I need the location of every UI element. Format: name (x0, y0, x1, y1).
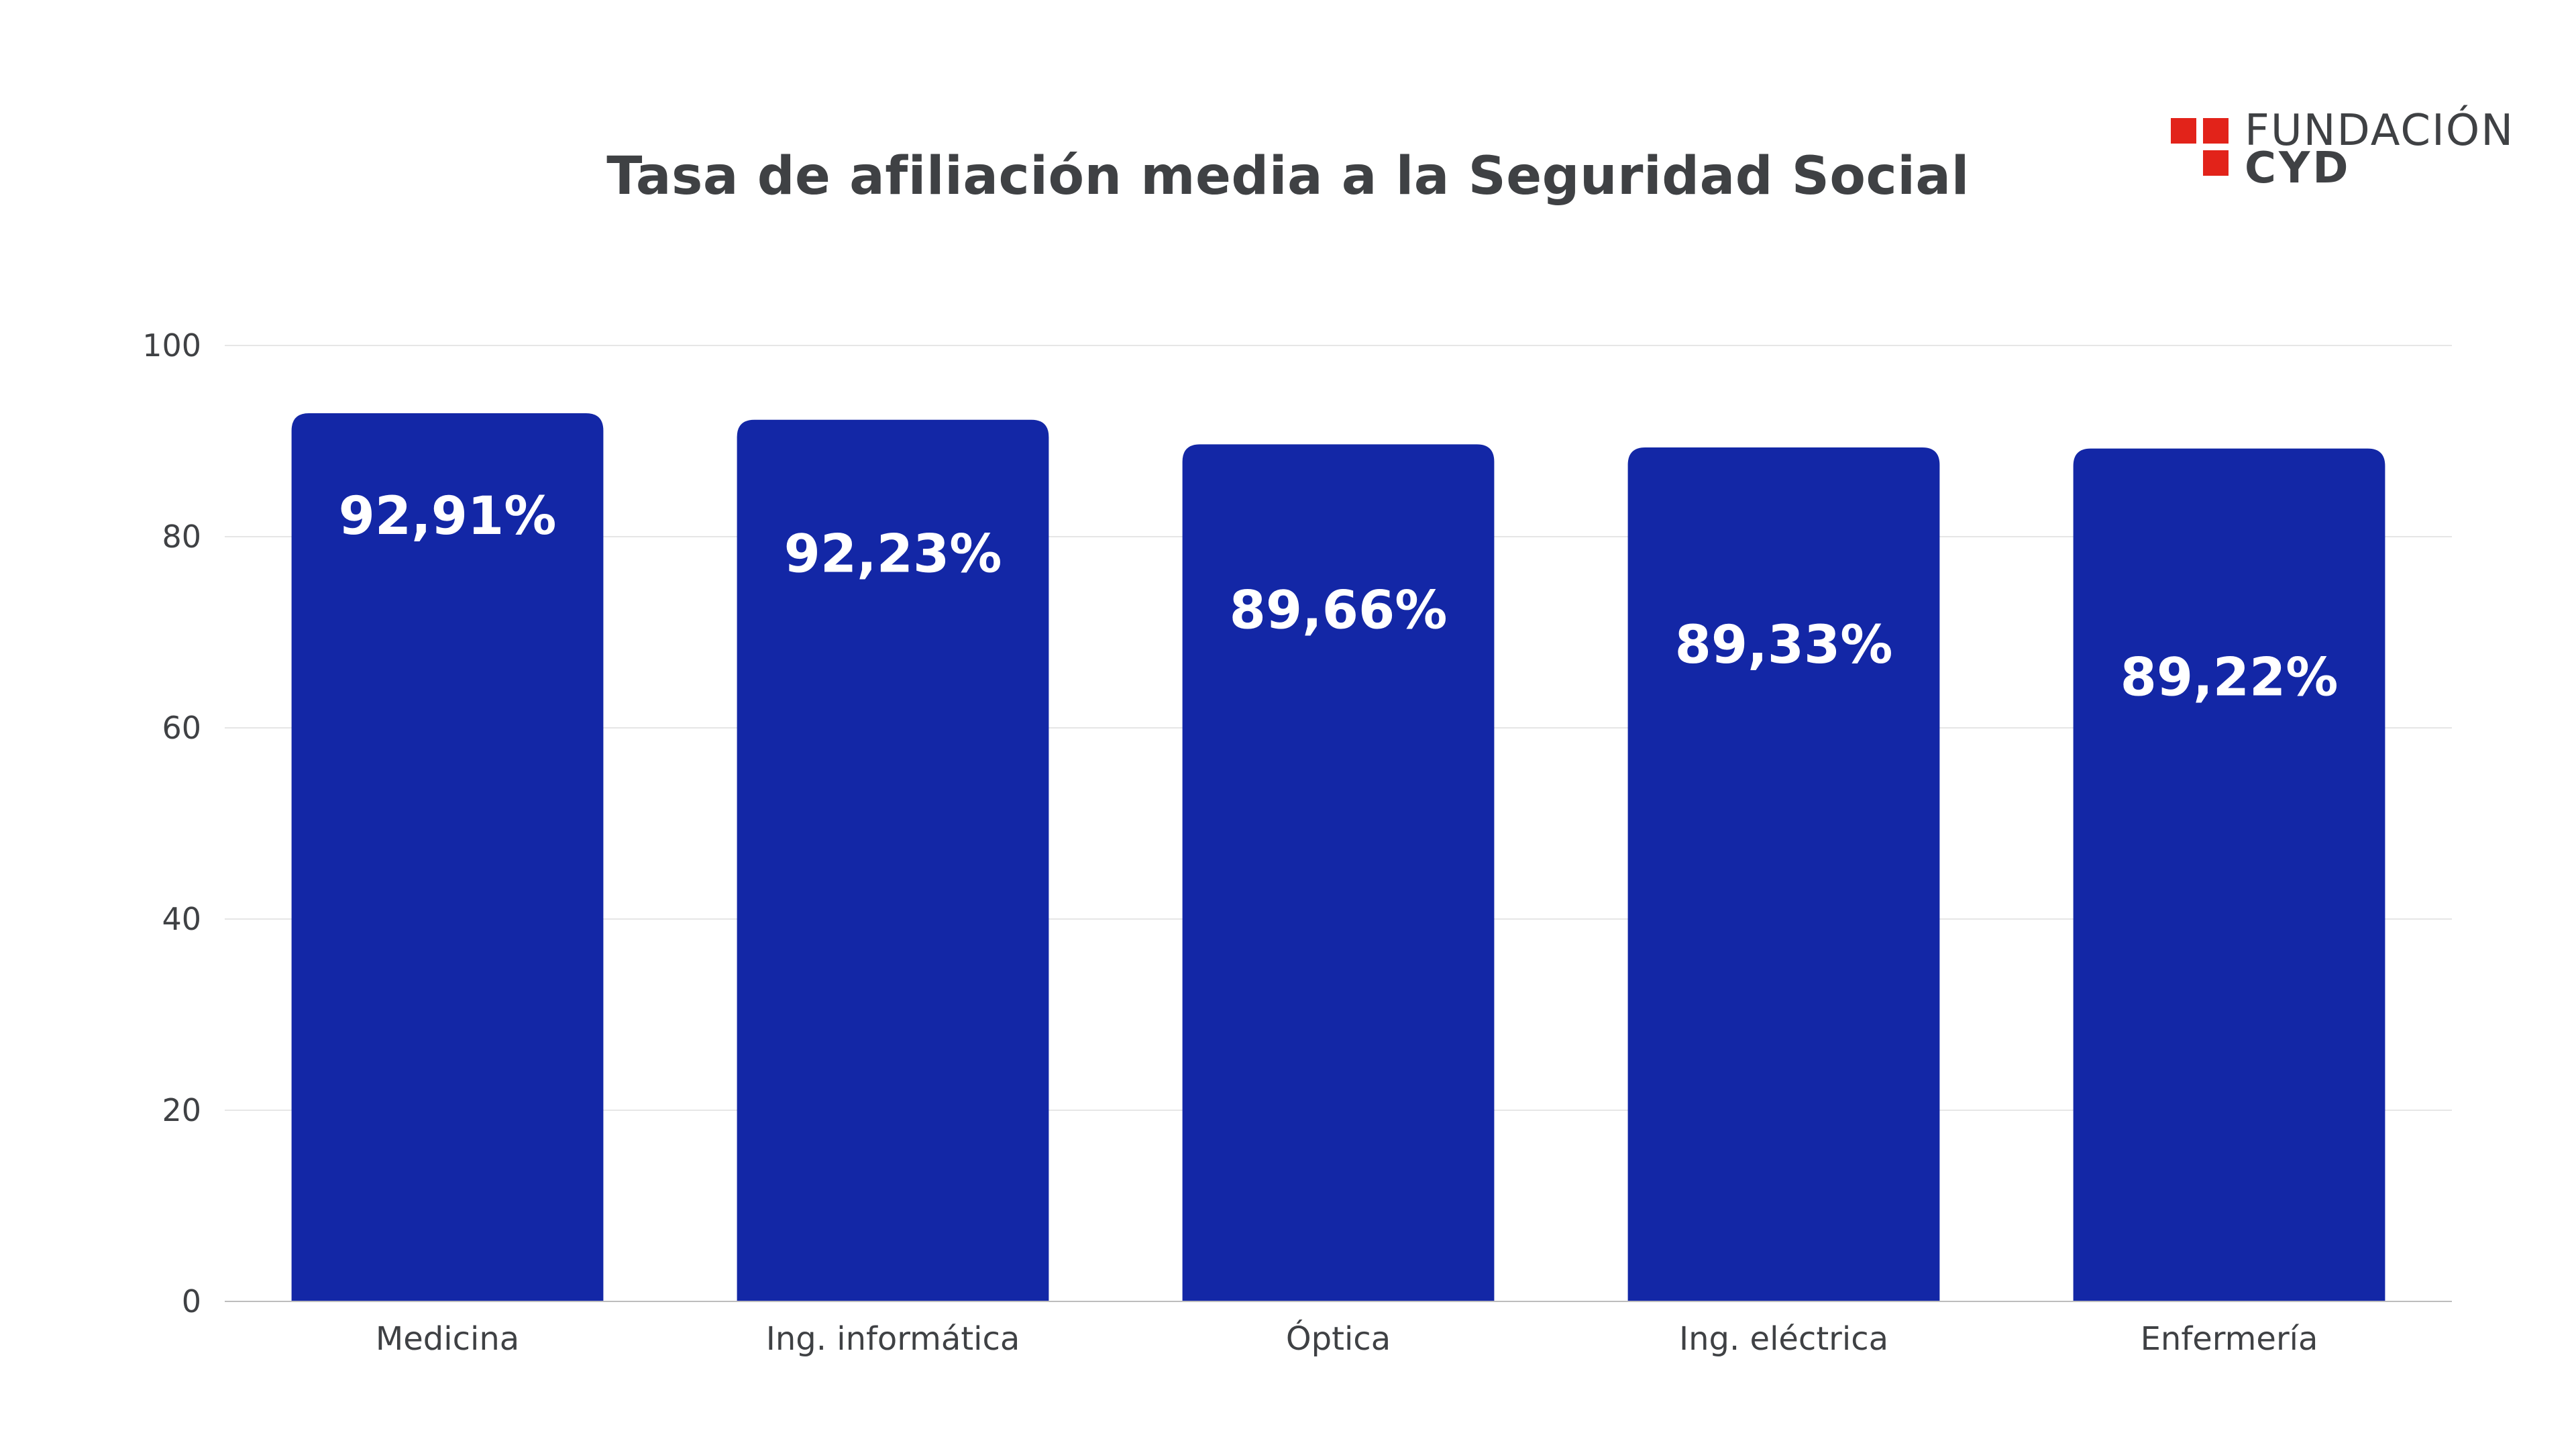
data-label: 89,22% (2121, 648, 2339, 708)
x-tick-label: Enfermería (2141, 1320, 2318, 1358)
data-label: 89,66% (1230, 580, 1448, 641)
y-tick-label: 40 (162, 901, 201, 937)
x-tick-label: Ing. eléctrica (1679, 1320, 1888, 1358)
y-tick-label: 80 (162, 519, 201, 555)
logo-text-cyd: CYD (2245, 144, 2351, 193)
y-tick-label: 20 (162, 1092, 201, 1128)
logo-square-2 (2203, 118, 2229, 144)
logo-text-fundacion: FUNDACIÓN (2245, 106, 2515, 156)
bar (1182, 444, 1495, 1301)
logo-square-3 (2203, 150, 2229, 176)
bar (1627, 447, 1940, 1301)
fundacion-cyd-logo: FUNDACIÓN CYD (2171, 102, 2546, 193)
x-tick-label: Óptica (1286, 1320, 1391, 1358)
y-tick-label: 60 (162, 710, 201, 746)
x-tick-label: Medicina (376, 1320, 519, 1358)
y-tick-label: 100 (142, 327, 201, 364)
data-label: 89,33% (1675, 615, 1893, 676)
chart-title: Tasa de afiliación media a la Seguridad … (606, 146, 1970, 207)
y-tick-label: 0 (182, 1283, 201, 1320)
data-label: 92,91% (339, 486, 557, 547)
bar (2073, 448, 2385, 1301)
data-label: 92,23% (784, 525, 1002, 585)
bar (737, 419, 1049, 1302)
logo-square-1 (2171, 118, 2196, 144)
bar (291, 413, 604, 1301)
x-tick-label: Ing. informática (766, 1320, 1020, 1358)
